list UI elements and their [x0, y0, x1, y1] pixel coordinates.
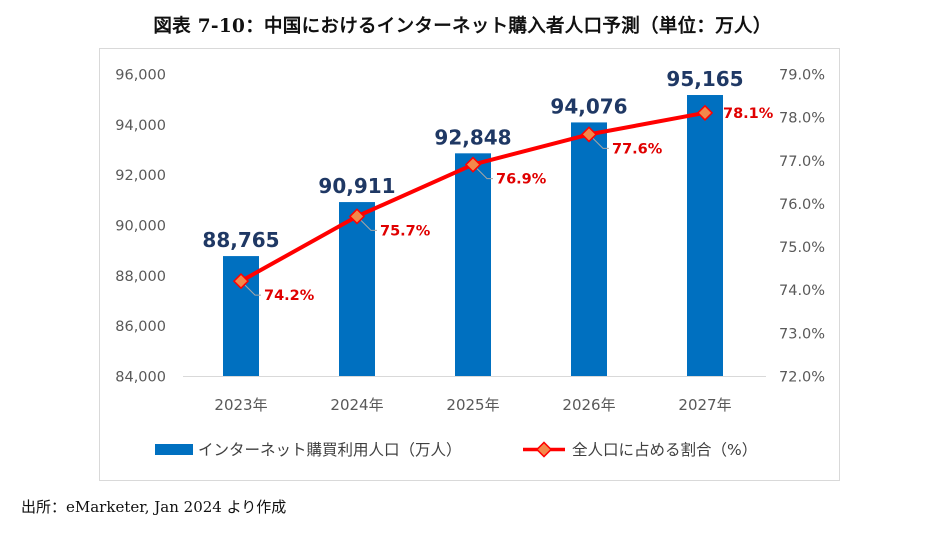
left-axis-tick-label: 88,000 — [115, 269, 166, 285]
bar-data-labels: 88,765 90,911 92,848 94,076 95,165 — [202, 67, 743, 252]
left-axis-tick-label: 94,000 — [115, 118, 166, 134]
right-axis-tick-label: 72.0% — [779, 370, 825, 386]
right-axis-tick-label: 79.0% — [779, 68, 825, 84]
right-axis: 72.0% 73.0% 74.0% 75.0% 76.0% 77.0% 78.0% 79.0% — [779, 68, 825, 386]
x-axis-tick-label: 2025年 — [446, 396, 499, 414]
right-axis-tick-label: 77.0% — [779, 154, 825, 170]
left-axis-tick-label: 90,000 — [115, 219, 166, 235]
x-axis-tick-label: 2023年 — [214, 396, 267, 414]
left-axis: 84,000 86,000 88,000 90,000 92,000 94,000 96,0… — [115, 68, 166, 386]
leader-lines — [244, 138, 609, 296]
legend-line-label: 全人口に占める割合（%） — [572, 441, 757, 459]
left-axis-tick-label: 86,000 — [115, 319, 166, 335]
line-value-label: 78.1% — [723, 106, 774, 122]
chart-title: 図表 7-10：中国におけるインターネット購入者人口予測（単位：万人） — [153, 16, 772, 37]
x-axis-tick-label: 2026年 — [562, 396, 615, 414]
line-value-label: 74.2% — [264, 288, 315, 304]
x-axis-tick-label: 2024年 — [330, 396, 383, 414]
bar — [571, 122, 607, 376]
line-series — [232, 104, 714, 290]
left-axis-tick-label: 96,000 — [115, 68, 166, 84]
x-axis: 2023年 2024年 2025年 2026年 2027年 — [214, 396, 731, 414]
right-axis-tick-label: 73.0% — [779, 326, 825, 342]
line-point-marker — [348, 208, 366, 225]
line-data-labels: 74.2% 75.7% 76.9% 77.6% 78.1% — [264, 106, 774, 304]
legend-bar-label: インターネット購買利用人口（万人） — [198, 441, 462, 459]
x-axis-tick-label: 2027年 — [678, 396, 731, 414]
bar-value-label: 90,911 — [318, 174, 395, 198]
bar-value-label: 92,848 — [434, 125, 511, 149]
bar-value-label: 95,165 — [666, 67, 743, 91]
legend: インターネット購買利用人口（万人） 全人口に占める割合（%） — [155, 441, 757, 459]
legend-bar-swatch — [155, 444, 193, 455]
bar-value-label: 88,765 — [202, 228, 279, 252]
leader-line — [592, 138, 609, 149]
legend-line-marker — [535, 441, 553, 458]
right-axis-tick-label: 75.0% — [779, 240, 825, 256]
leader-line — [244, 284, 261, 296]
line-value-label: 75.7% — [380, 223, 431, 239]
right-axis-tick-label: 78.0% — [779, 111, 825, 127]
leader-line — [360, 220, 377, 231]
left-axis-tick-label: 92,000 — [115, 168, 166, 184]
right-axis-tick-label: 76.0% — [779, 197, 825, 213]
bar-value-label: 94,076 — [550, 94, 627, 118]
line-point-marker — [232, 272, 250, 290]
bar — [339, 202, 375, 376]
bar — [687, 95, 723, 377]
line-point-marker — [580, 126, 598, 143]
source-note: 出所：eMarketer, Jan 2024 より作成 — [21, 498, 287, 516]
leader-line — [476, 168, 493, 180]
line-point-marker — [696, 104, 714, 121]
line-point-marker — [464, 156, 482, 173]
left-axis-tick-label: 84,000 — [115, 370, 166, 386]
bar — [455, 153, 491, 376]
line-value-label: 76.9% — [496, 172, 547, 188]
chart-area — [99, 48, 840, 481]
line-value-label: 77.6% — [612, 141, 663, 157]
right-axis-tick-label: 74.0% — [779, 283, 825, 299]
